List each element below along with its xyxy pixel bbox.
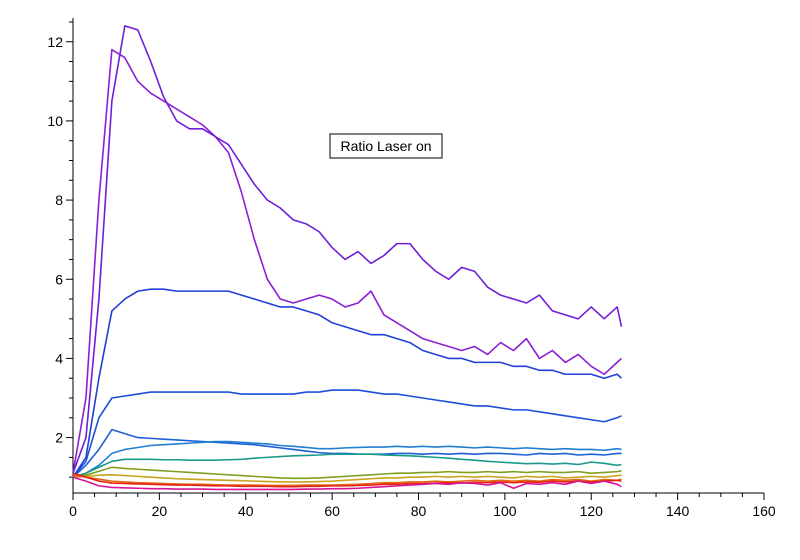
y-tick-label: 8	[55, 192, 63, 208]
series-line-11	[72, 472, 622, 488]
annotation-box: Ratio Laser on	[329, 133, 443, 159]
series-line-4	[72, 389, 622, 478]
y-tick-label: 2	[55, 430, 63, 446]
series-line-12	[72, 476, 622, 491]
series-layer	[72, 25, 623, 491]
annotation-frame	[329, 133, 443, 159]
x-tick-label: 60	[324, 503, 340, 519]
series-line-1	[72, 48, 623, 474]
axes: 0 20 40 60 80 100 120 140 160 2 4 6 8 10 12	[47, 18, 776, 519]
series-line-6	[72, 440, 622, 478]
annotation-text: Ratio Laser on	[340, 138, 431, 154]
x-tick-label: 100	[493, 503, 517, 519]
x-tick-label: 0	[69, 503, 77, 519]
series-line-3	[72, 288, 623, 478]
y-tick-label: 10	[47, 113, 63, 129]
series-line-2	[72, 25, 623, 474]
series-line-7	[72, 453, 622, 478]
x-tick-label: 120	[580, 503, 604, 519]
series-line-10	[72, 474, 622, 487]
y-tick-label: 12	[47, 34, 63, 50]
series-line-9	[72, 473, 622, 483]
x-tick-label: 160	[752, 503, 776, 519]
y-tick-label: 4	[55, 350, 63, 366]
x-tick-label: 140	[666, 503, 690, 519]
y-tick-label: 6	[55, 271, 63, 287]
x-tick-label: 40	[238, 503, 254, 519]
x-tick-label: 20	[152, 503, 168, 519]
x-tick-label: 80	[411, 503, 427, 519]
series-line-8	[72, 466, 622, 480]
